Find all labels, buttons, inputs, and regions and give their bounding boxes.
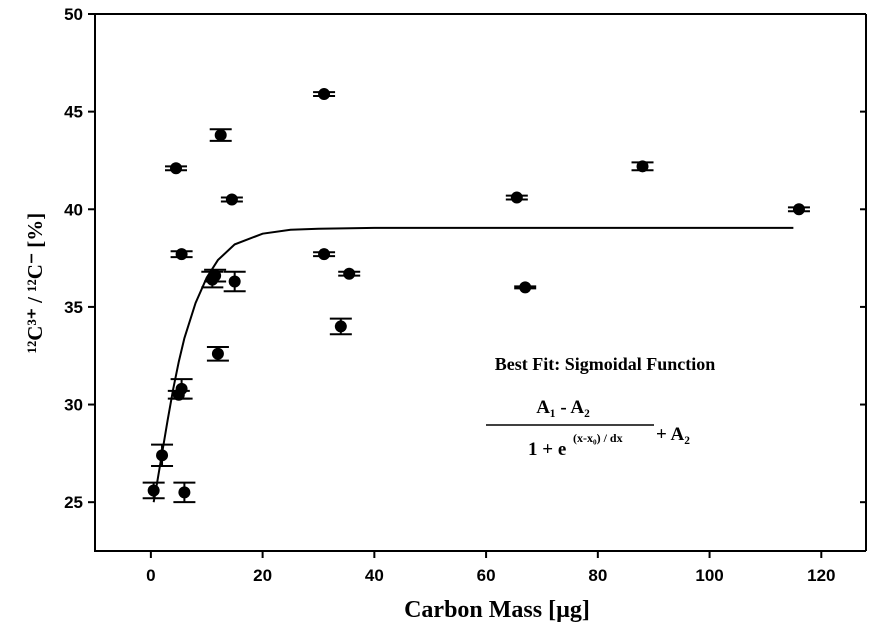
- formula-exponent: (x-x₀) / dx: [573, 431, 623, 445]
- annotation: Best Fit: Sigmoidal Function: [495, 354, 716, 374]
- data-point: [318, 248, 331, 261]
- y-tick-label: 40: [64, 200, 83, 219]
- y-tick-label: 35: [64, 298, 83, 317]
- data-point: [211, 347, 224, 360]
- data-point: [175, 382, 188, 395]
- x-axis-label: Carbon Mass [µg]: [404, 597, 590, 623]
- data-point: [228, 275, 241, 288]
- data-point: [519, 281, 532, 294]
- formula-denominator: 1 + e: [528, 439, 566, 460]
- formula-tail: + A₂: [656, 424, 690, 445]
- data-point: [334, 320, 347, 333]
- x-tick-label: 40: [365, 566, 384, 585]
- data-point: [147, 484, 160, 497]
- data-point: [175, 248, 188, 261]
- data-point: [225, 193, 238, 206]
- x-tick-label: 80: [588, 566, 607, 585]
- y-tick-label: 25: [64, 493, 83, 512]
- y-tick-label: 50: [64, 5, 83, 24]
- data-point: [178, 486, 191, 499]
- y-tick-label: 45: [64, 103, 83, 122]
- x-tick-label: 60: [477, 566, 496, 585]
- data-point: [510, 191, 523, 204]
- data-point: [214, 129, 227, 142]
- axes-frame: [94, 13, 867, 552]
- x-tick-label: 120: [807, 566, 835, 585]
- data-point: [318, 88, 331, 101]
- x-tick-label: 100: [695, 566, 723, 585]
- fit-line: [152, 226, 794, 503]
- x-tick-label: 20: [253, 566, 272, 585]
- formula-numerator: A₁ - A₂: [536, 397, 590, 418]
- data-point: [343, 267, 356, 280]
- data-point: [209, 269, 222, 282]
- data-point: [636, 160, 649, 173]
- y-axis-label: ¹²C³⁺ / ¹²C⁻ [%]: [23, 213, 47, 354]
- data-point: [170, 162, 183, 175]
- y-tick-label: 30: [64, 396, 83, 415]
- x-tick-label: 0: [146, 566, 155, 585]
- data-point: [792, 203, 805, 216]
